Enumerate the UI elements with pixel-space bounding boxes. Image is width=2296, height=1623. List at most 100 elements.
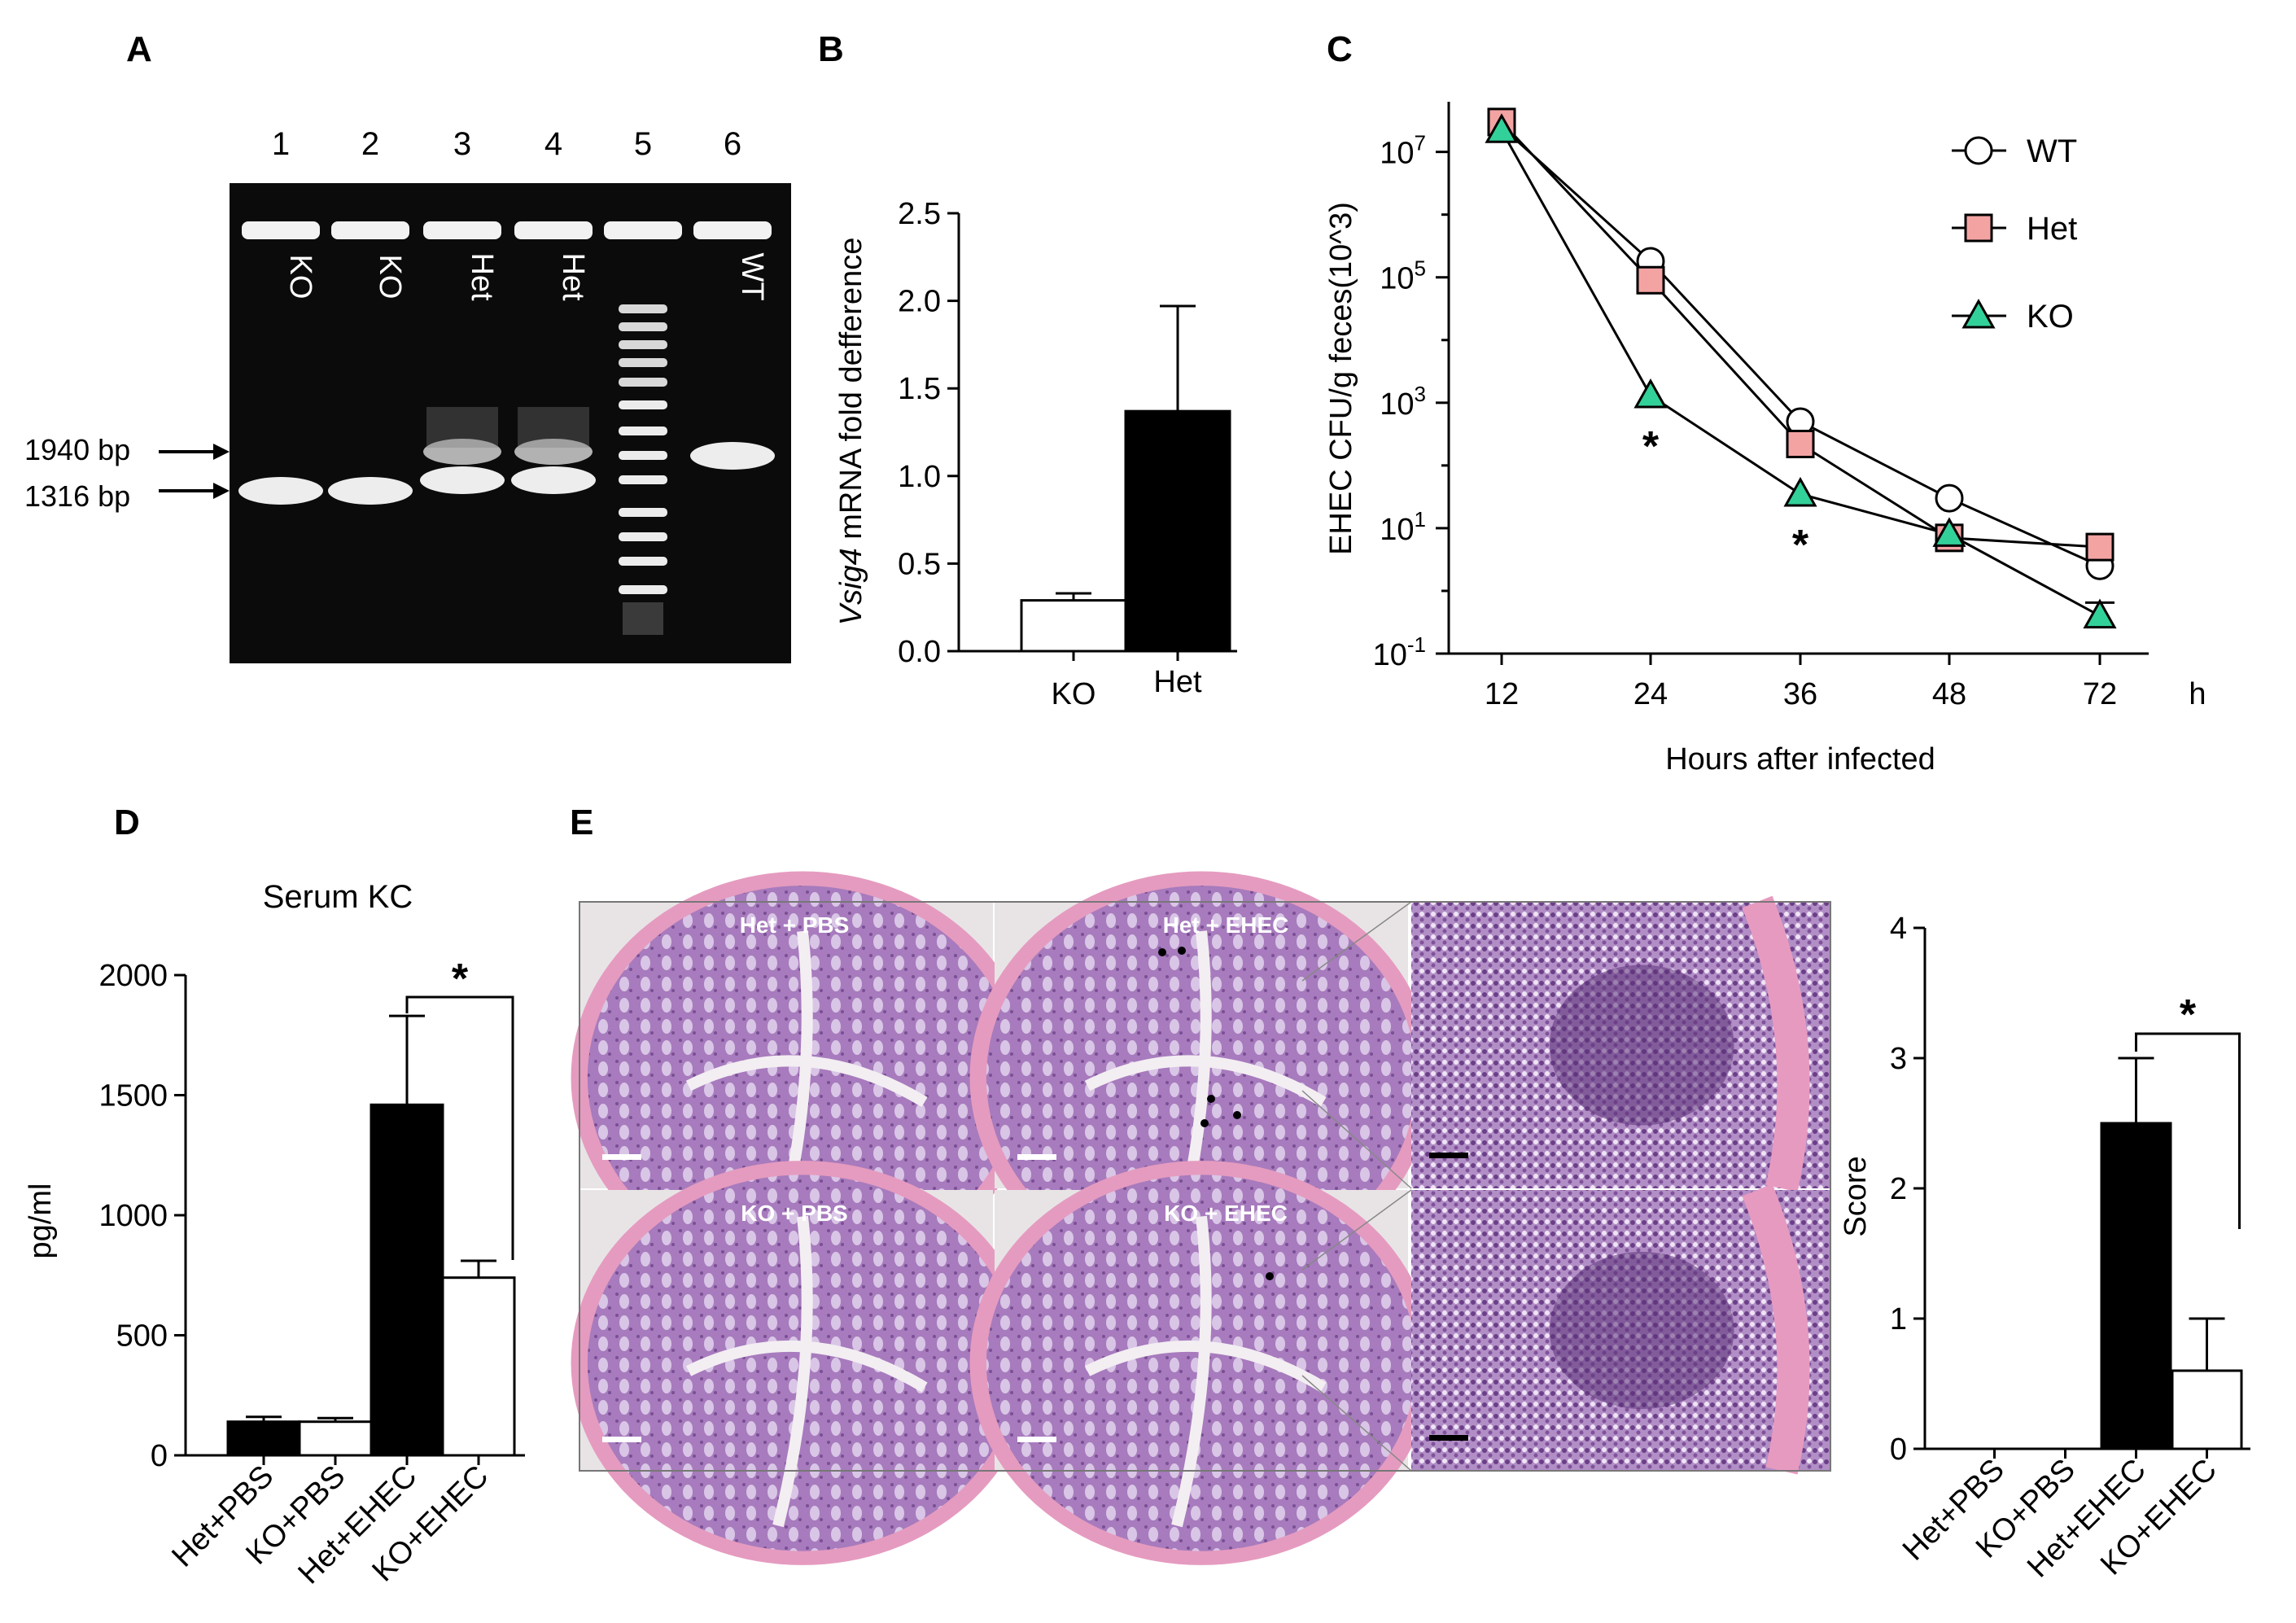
lesion-mark-4 — [1233, 1111, 1241, 1119]
lane-number-2: 2 — [361, 126, 379, 162]
legend-label-ko: KO — [2027, 299, 2074, 335]
chart-b-bar-1 — [1124, 409, 1231, 653]
chart-d-bar-3 — [441, 1276, 516, 1457]
ladder-band-4 — [619, 358, 667, 367]
gel-band-upper-4 — [514, 439, 593, 465]
ladder-band-1 — [619, 304, 667, 313]
lesion-mark-1 — [1178, 947, 1186, 955]
chart-c-ytick-label-1: 105 — [1380, 256, 1426, 296]
chart-b-ytick-label-2: 1.0 — [898, 460, 941, 494]
ladder-band-5 — [619, 378, 667, 387]
chart-c-ytick-label-3: 101 — [1380, 507, 1426, 547]
chart-d-ylabel: pg/ml — [24, 1183, 58, 1259]
chart-b-ytick-label-1: 0.5 — [898, 547, 941, 581]
histology-micrographs: Het + PBS Het + EHEC KO + PBS KO + EHEC — [571, 871, 1831, 1565]
gel-band-upper-3 — [423, 439, 501, 465]
zoom-guide-top-2 — [1301, 1090, 1412, 1189]
gel-well-4 — [514, 221, 593, 239]
micrograph-lumen-2 — [685, 1215, 928, 1528]
chart-c-x-unit: h — [2189, 677, 2206, 711]
ladder-band-12 — [619, 557, 667, 566]
ladder-band-10 — [619, 508, 667, 517]
chart-d-significance-bracket — [405, 995, 514, 1260]
gel-smear-4 — [518, 407, 589, 448]
chart-d-ytick-label-4: 2000 — [98, 959, 168, 993]
chart-d: 0500100015002000Het+PBSKO+PBSHet+EHECKO+… — [24, 879, 525, 1591]
chart-c-ytick-label-0: 107 — [1380, 131, 1426, 171]
micrograph-label-2: KO + PBS — [741, 1201, 847, 1226]
gel-smear-3 — [426, 407, 498, 448]
ladder-band-7 — [619, 427, 667, 435]
chart-c-point-het-24 — [1636, 265, 1665, 295]
marker-label-1316: 1316 bp — [24, 479, 130, 513]
chart-c-ytick-base-1: 10 — [1380, 262, 1414, 296]
chart-b-ytick-label-4: 2.0 — [898, 285, 941, 319]
chart-e-ytick-label-4: 4 — [1890, 912, 1907, 946]
panel-letter-e: E — [570, 803, 593, 842]
panel-letter-a: A — [126, 29, 152, 69]
chart-c-significance-1: * — [1792, 522, 1809, 569]
micrograph-label-0: Het + PBS — [740, 912, 850, 938]
gel-image — [230, 183, 791, 663]
gel-well-2 — [331, 221, 409, 239]
lane-number-3: 3 — [453, 126, 471, 162]
micrograph-label-1: Het + EHEC — [1163, 912, 1289, 938]
micrograph-lumen-3 — [1084, 1215, 1327, 1528]
ladder-band-8 — [619, 451, 667, 460]
micrograph-label-3: KO + EHEC — [1164, 1201, 1288, 1226]
chart-c-xtick-label-3: 48 — [1932, 677, 1966, 711]
chart-b-ytick-label-5: 2.5 — [898, 197, 941, 231]
chart-c-xtick-label-4: 72 — [2083, 677, 2117, 711]
chart-b-ylabel: Vsig4 mRNA fold defference — [834, 238, 868, 626]
gel-well-6 — [693, 221, 772, 239]
chart-d-ytick-label-1: 500 — [116, 1319, 168, 1354]
chart-c-point-ko-48 — [1932, 517, 1966, 547]
chart-c-ylabel: EHEC CFU/g feces(10^3) — [1324, 202, 1358, 555]
zoom-infiltrate-0 — [1549, 965, 1734, 1126]
lane-label-6: WT — [735, 252, 769, 300]
panel-letter-c: C — [1327, 29, 1353, 69]
chart-c-point-ko-72 — [2083, 598, 2117, 629]
micrograph-scalebar-3 — [1017, 1437, 1056, 1442]
micrograph-scalebar-1 — [1017, 1154, 1056, 1160]
lane-number-5: 5 — [634, 126, 652, 162]
zoom-infiltrate-1 — [1549, 1251, 1734, 1410]
chart-e-ylabel: Score — [1839, 1156, 1873, 1236]
chart-c-point-ko-12 — [1485, 113, 1519, 143]
zoom-scalebar-1 — [1429, 1435, 1468, 1441]
chart-c-ytick-exp-1: 5 — [1415, 256, 1426, 281]
lesion-mark-2 — [1207, 1095, 1215, 1103]
gel-well-3 — [423, 221, 501, 239]
legend-marker-wt — [1964, 136, 1993, 165]
lesion-mark-5 — [1266, 1272, 1274, 1280]
ladder-band-6 — [619, 400, 667, 409]
chart-c-xtick-label-0: 12 — [1485, 677, 1519, 711]
zoom-muscle-0 — [1742, 895, 1810, 1192]
chart-c-xtick-label-1: 24 — [1633, 677, 1668, 711]
chart-b-ylabel-gene: Vsig4 — [834, 548, 868, 625]
chart-b-ylabel-rest: mRNA fold defference — [834, 238, 868, 549]
ladder-band-13 — [619, 585, 667, 594]
chart-e-ytick-label-3: 3 — [1890, 1042, 1907, 1076]
lesion-mark-3 — [1200, 1119, 1209, 1127]
lesion-mark-0 — [1158, 948, 1166, 956]
gel-band-1 — [238, 477, 323, 505]
chart-c-significance-0: * — [1642, 423, 1660, 470]
chart-c-ytick-label-4: 10-1 — [1373, 632, 1426, 672]
marker-arrow-1940 — [159, 444, 230, 460]
lane-number-6: 6 — [724, 126, 741, 162]
chart-c-ytick-exp-2: 3 — [1415, 382, 1426, 406]
chart-c-ytick-base-2: 10 — [1380, 387, 1414, 422]
ladder-band-2 — [619, 322, 667, 331]
chart-c-ytick-base-3: 10 — [1380, 513, 1414, 547]
chart-c-ytick-base-0: 10 — [1380, 137, 1414, 171]
chart-b-xtick-label-0: KO — [1052, 677, 1096, 711]
chart-d-bar-2 — [370, 1103, 444, 1457]
gel-well-1 — [242, 221, 320, 239]
lane-label-4: Het — [556, 252, 590, 301]
gel-bands: KO KO Het Het WT — [238, 221, 775, 635]
chart-c-point-ko-24 — [1633, 378, 1668, 409]
